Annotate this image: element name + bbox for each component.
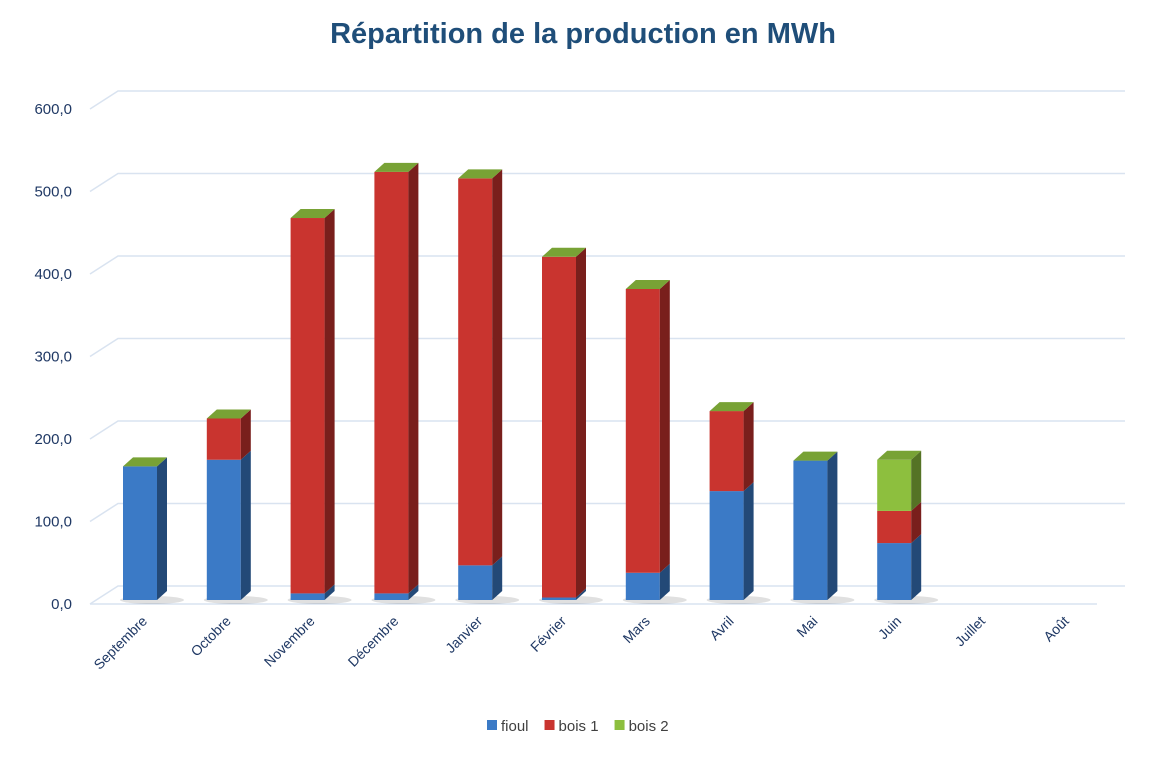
y-tick-label: 0,0	[51, 596, 72, 613]
bar-side-fioul	[911, 534, 922, 600]
x-tick-label: Octobre	[187, 613, 234, 660]
chart-title: Répartition de la production en MWh	[330, 18, 836, 50]
gridline	[89, 90, 1125, 110]
bar-side-fioul	[492, 556, 503, 600]
gridline	[89, 172, 1125, 193]
bar-top-cap	[374, 162, 419, 172]
bar-side-bois-1	[492, 169, 503, 566]
gridline	[89, 420, 1125, 440]
bar-top-cap	[458, 169, 503, 179]
y-tick-label: 200,0	[34, 431, 72, 448]
bar-top-cap	[206, 409, 251, 419]
x-tick-label: Décembre	[345, 613, 402, 670]
bar-fioul	[206, 459, 241, 600]
x-tick-label: Mars	[620, 613, 653, 646]
y-tick-label: 400,0	[34, 266, 72, 283]
bar-side-fioul	[827, 451, 838, 600]
bar-fioul	[625, 572, 660, 600]
bar-bois-1	[877, 510, 912, 544]
bar-side-bois-1	[576, 247, 586, 598]
x-tick-label: Juillet	[951, 613, 988, 650]
bar-side-bois-2	[911, 450, 922, 511]
bar-top-cap	[793, 451, 838, 461]
bar-bois-1	[542, 256, 576, 598]
bar-fioul	[290, 593, 325, 600]
bar-top-cap	[877, 450, 922, 460]
gridline	[89, 255, 1125, 275]
bar-side-fioul	[240, 450, 251, 600]
bar-top-cap	[625, 279, 670, 289]
bar-side-fioul	[157, 457, 167, 600]
bar-top-cap	[123, 457, 167, 467]
x-tick-label: Avril	[706, 613, 736, 643]
x-tick-label: Janvier	[442, 613, 485, 656]
legend-label-bois-2: bois 2	[629, 718, 669, 735]
bar-fioul	[123, 466, 157, 600]
legend-swatch-bois-2	[614, 720, 625, 730]
bar-bois-1	[625, 288, 660, 573]
x-tick-label: Novembre	[261, 613, 318, 670]
y-tick-label: 300,0	[34, 349, 72, 366]
bar-fioul	[458, 565, 493, 600]
bar-bois-1	[290, 218, 325, 594]
bar-side-fioul	[408, 584, 419, 600]
bar-side-bois-1	[324, 209, 335, 594]
gridline	[89, 337, 1125, 358]
legend-swatch-bois-1	[544, 720, 555, 730]
bar-top-cap	[709, 402, 754, 412]
bar-bois-1	[206, 418, 241, 460]
bar-side-fioul	[324, 584, 335, 600]
bar-side-bois-1	[240, 409, 251, 460]
bar-fioul	[709, 491, 744, 600]
bar-side-bois-1	[911, 501, 922, 544]
legend-label-bois-1: bois 1	[559, 718, 599, 735]
bar-fioul	[374, 593, 409, 600]
bar-side-fioul	[743, 482, 754, 600]
bar-side-bois-1	[743, 402, 754, 492]
legend-label-fioul: fioul	[501, 718, 529, 735]
bar-bois-1	[709, 411, 744, 492]
y-tick-label: 600,0	[34, 101, 72, 118]
bar-side-fioul	[576, 588, 586, 600]
gridline	[89, 585, 1125, 605]
bar-top-cap	[542, 247, 586, 257]
bar-fioul	[793, 460, 828, 600]
bar-side-bois-1	[659, 279, 670, 573]
x-tick-label: Juin	[875, 613, 904, 642]
bar-bois-2	[877, 459, 912, 511]
y-tick-label: 500,0	[34, 184, 72, 201]
legend-swatch-fioul	[487, 720, 497, 730]
x-tick-label: Septembre	[90, 613, 150, 673]
bar-bois-1	[458, 178, 493, 566]
bar-fioul	[877, 543, 912, 600]
bar-side-fioul	[659, 563, 670, 600]
bar-bois-1	[374, 171, 409, 594]
bar-fioul	[542, 597, 576, 600]
gridline	[89, 502, 1125, 523]
x-tick-label: Mai	[793, 613, 820, 640]
bar-side-bois-1	[408, 162, 419, 594]
x-tick-label: Août	[1040, 613, 1072, 645]
bar-top-cap	[290, 209, 335, 219]
x-tick-label: Février	[527, 613, 569, 655]
y-tick-label: 100,0	[34, 514, 72, 531]
